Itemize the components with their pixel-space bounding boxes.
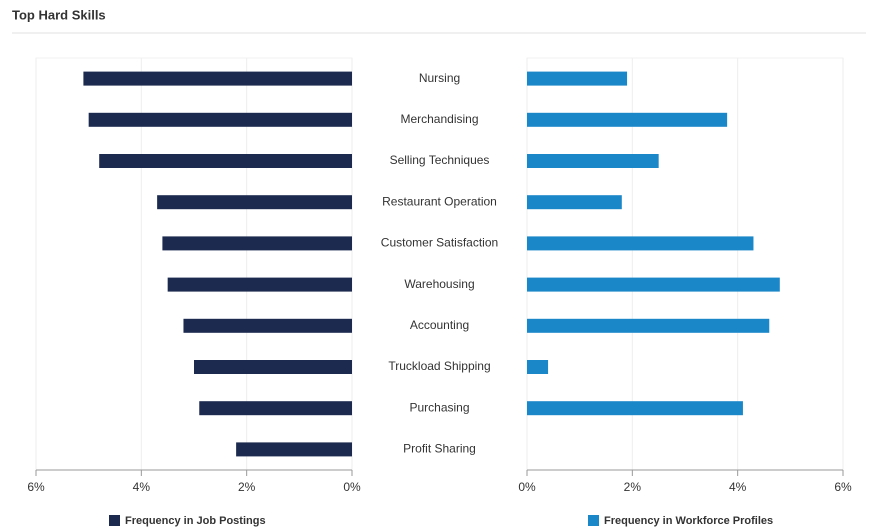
- bar: [527, 195, 622, 210]
- legend-swatch: [588, 515, 599, 526]
- bar: [183, 318, 352, 333]
- x-tick-label: 2%: [624, 480, 642, 494]
- category-label: Truckload Shipping: [388, 359, 490, 373]
- bar: [194, 360, 352, 374]
- x-tick-label: 6%: [27, 480, 45, 494]
- category-label: Purchasing: [409, 400, 469, 414]
- bar: [527, 401, 743, 416]
- category-label: Restaurant Operation: [382, 194, 497, 208]
- bar: [236, 442, 352, 457]
- chart-title: Top Hard Skills: [12, 7, 106, 22]
- bar: [527, 112, 728, 127]
- legend-label: Frequency in Workforce Profiles: [604, 515, 773, 527]
- category-label: Profit Sharing: [403, 442, 476, 456]
- x-tick-label: 0%: [518, 480, 536, 494]
- bar: [527, 236, 754, 251]
- bar: [167, 277, 352, 292]
- category-label: Merchandising: [400, 112, 478, 126]
- category-label: Warehousing: [404, 277, 474, 291]
- bar: [527, 71, 628, 86]
- category-label: Customer Satisfaction: [381, 236, 498, 250]
- bar: [99, 154, 352, 168]
- x-tick-label: 2%: [238, 480, 256, 494]
- bar: [527, 277, 780, 292]
- bar: [88, 112, 353, 127]
- x-tick-label: 4%: [729, 480, 747, 494]
- bar: [527, 154, 659, 168]
- bar: [162, 236, 352, 251]
- x-tick-label: 4%: [133, 480, 151, 494]
- bar: [199, 401, 352, 416]
- bar: [157, 195, 352, 210]
- bar: [83, 71, 353, 86]
- bar: [527, 360, 549, 374]
- category-label: Accounting: [410, 318, 469, 332]
- category-label: Nursing: [419, 71, 460, 85]
- category-label: Selling Techniques: [390, 153, 490, 167]
- legend-swatch: [109, 515, 120, 526]
- x-tick-label: 0%: [343, 480, 361, 494]
- legend-label: Frequency in Job Postings: [125, 515, 266, 527]
- x-tick-label: 6%: [834, 480, 852, 494]
- bar: [527, 318, 770, 333]
